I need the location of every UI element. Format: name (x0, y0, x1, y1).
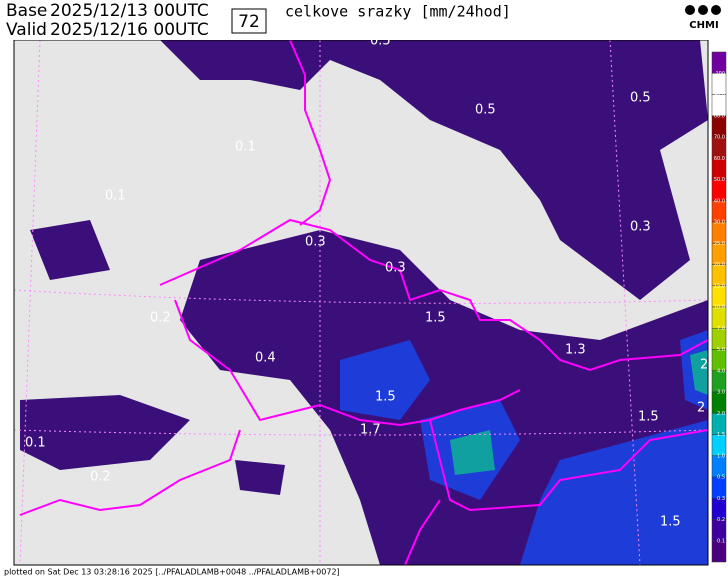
map-label: 1.5 (375, 390, 396, 405)
map-label: 2 (700, 358, 708, 373)
map-label: 0.5 (475, 103, 496, 118)
map-label: 1.5 (425, 311, 446, 326)
lead-box (231, 8, 267, 34)
graticule (13, 39, 709, 566)
colorbar-label: 90.0 (714, 92, 725, 98)
colorbar-label: 5.0 (717, 347, 725, 353)
map-label: 0.3 (630, 220, 651, 235)
colorbar-label: 2.0 (717, 411, 725, 417)
logo-mark (698, 5, 708, 15)
colorbar-label: 80.0 (714, 113, 725, 119)
colorbar: 100 90.0 80.0 70.0 60.0 50.0 40.0 30.0 25.0 20.0 1… (711, 51, 727, 563)
map-label: 1.5 (660, 515, 681, 530)
logo-mark (711, 5, 721, 15)
colorbar-label: 0.3 (717, 496, 725, 502)
map-label: 1.3 (565, 343, 586, 358)
header-bg (0, 0, 728, 40)
map-label: 0.1 (25, 436, 46, 451)
valid-label: Valid (6, 20, 47, 40)
base-label: Base (6, 1, 47, 21)
colorbar-label: 100 (715, 71, 725, 77)
map-label: 0.3 (305, 235, 326, 250)
map-label: 0.4 (255, 351, 276, 366)
colorbar-label: 0.5 (717, 475, 725, 481)
map-label: 1.5 (638, 410, 659, 425)
colorbar-label: 10.0 (714, 305, 725, 311)
colorbar-label: 25.0 (714, 241, 725, 247)
colorbar-label: 60.0 (714, 156, 725, 162)
colorbar-box (711, 540, 727, 563)
map-label: 2 (697, 401, 705, 416)
map-label: 0.3 (385, 261, 406, 276)
colorbar-label: 3.0 (717, 390, 725, 396)
lead-hours: 72 (238, 12, 260, 32)
colorbar-label: 4.0 (717, 368, 725, 374)
colorbar-label: 15.0 (714, 283, 725, 289)
colorbar-label: 30.0 (714, 220, 725, 226)
valid-date: 2025/12/16 00UTC (50, 20, 209, 40)
colorbar-label: 0.2 (717, 517, 725, 523)
base-date: 2025/12/13 00UTC (50, 1, 209, 21)
map-labels: 0.5 0.5 0.1 0.1 0.3 0.3 0.3 0.5 0.2 1.5 … (25, 34, 708, 530)
map-label: 0.5 (630, 91, 651, 106)
map-label: 1.7 (360, 423, 381, 438)
map-label: 0.1 (105, 189, 126, 204)
title: celkove srazky [mm/24hod] (285, 3, 511, 21)
colorbar-label: 50.0 (714, 177, 725, 183)
map-label: 0.1 (235, 140, 256, 155)
footer: plotted on Sat Dec 13 03:28:16 2025 [../… (4, 568, 340, 577)
colorbar-label: 7.0 (717, 326, 725, 332)
precip-high (450, 350, 708, 475)
colorbar-label: 20.0 (714, 262, 725, 268)
map-label: 0.2 (90, 470, 111, 485)
borders (19, 39, 709, 566)
map-label: 0.2 (150, 311, 171, 326)
colorbar-label: 1.5 (717, 432, 725, 438)
logo-text: CHMI (689, 20, 718, 31)
colorbar-label: 40.0 (714, 198, 725, 204)
colorbar-label: 1.0 (717, 453, 725, 459)
logo-mark (685, 5, 695, 15)
colorbar-label: 70.0 (714, 135, 725, 141)
colorbar-label: 0.1 (717, 538, 725, 544)
